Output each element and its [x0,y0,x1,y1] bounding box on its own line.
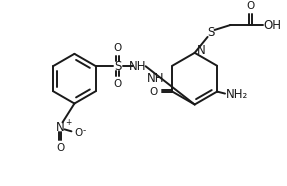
Text: NH₂: NH₂ [226,88,248,101]
Text: -: - [82,126,86,135]
Text: O: O [114,43,122,53]
Text: S: S [207,26,214,39]
Text: O: O [149,87,158,97]
Text: S: S [114,60,121,73]
Text: OH: OH [263,18,281,31]
Text: NH: NH [147,72,164,85]
Text: O: O [74,128,83,138]
Text: O: O [114,79,122,89]
Text: N: N [197,44,206,57]
Text: N: N [56,121,65,134]
Text: +: + [65,118,72,127]
Text: NH: NH [129,60,146,73]
Text: O: O [246,1,255,11]
Text: O: O [56,143,65,153]
